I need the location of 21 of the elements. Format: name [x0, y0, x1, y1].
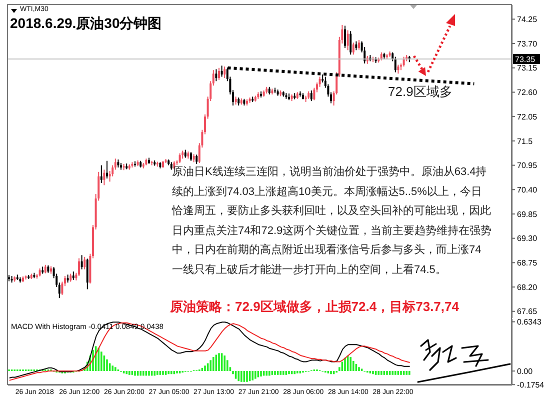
y-tick-label: 70.95: [517, 161, 538, 170]
y-tick-label: 0.6343: [517, 318, 542, 327]
y-tick-label: 73.15: [517, 64, 538, 73]
annotation: 原油策略：72.9区域做多，止损72.4，目标73.7,74: [170, 298, 459, 316]
text: 2018.6.29.原油30分钟图: [10, 15, 162, 33]
y-tick-label: 72.05: [517, 112, 538, 122]
y-tick-label: -0.1754: [517, 380, 545, 390]
y-tick-label: 74.25: [517, 15, 538, 24]
annotation: 72.9区域多: [388, 83, 452, 101]
ref-line-label: 73.35: [515, 55, 536, 64]
y-tick-label: 0.00: [517, 366, 534, 376]
y-tick-label: 68.20: [517, 282, 538, 292]
y-tick-label: 69.30: [517, 234, 538, 244]
y-tick-label: 67.65: [517, 307, 538, 316]
y-tick-label: 69.85: [517, 210, 538, 219]
annotation: 原油日K线连续三连阳，说明当前油价处于强势中。原油从63.4持续的上涨到74.03上涨超高10美元。本周涨幅达5..5%以上，今日恰逢周五，要防止多头获利回吐，以及空头回补的可能出现，因此日内重点关注74和72.9这两个关键位置，当前主要趋势维持在强势中，日内在前期的高点附近出现看涨信号后参与多头，而上涨74一线只有上破后才能进一步打开向上的空间，上看74.5。: [172, 164, 492, 278]
y-tick-label: 72.60: [517, 88, 538, 98]
y-tick-label: 70.40: [517, 185, 538, 194]
y-tick-label: 71.5: [517, 136, 534, 146]
y-tick-label: 68.75: [517, 258, 538, 268]
y-tick-label: 73.70: [517, 39, 538, 48]
